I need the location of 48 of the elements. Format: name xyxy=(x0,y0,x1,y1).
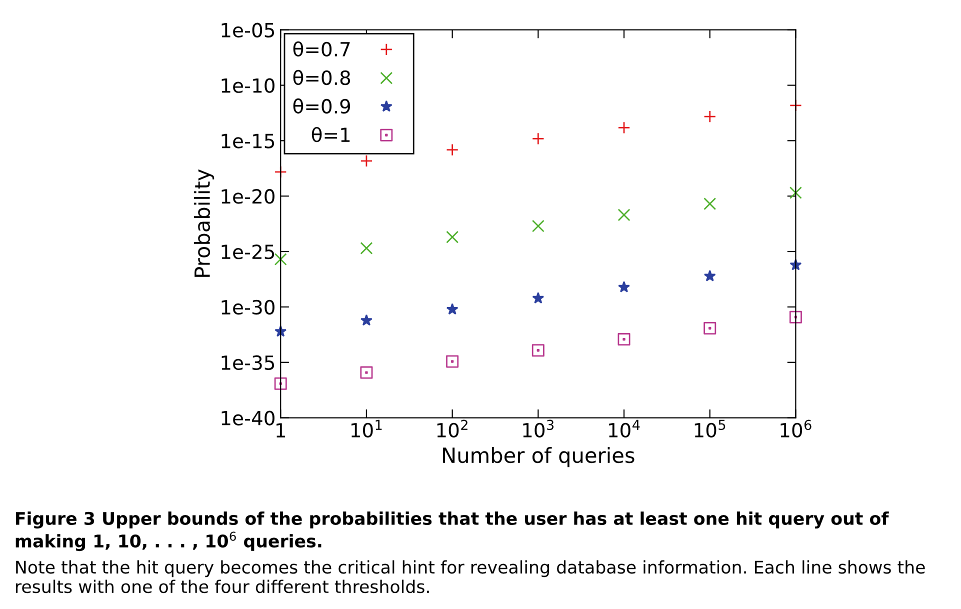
y-tick-label: 1e-25 xyxy=(222,244,274,260)
point xyxy=(704,270,716,282)
x-tick-label: 1 xyxy=(276,423,285,438)
y-tick-label: 1e-15 xyxy=(222,134,274,148)
legend-label: θ=0.8 xyxy=(293,70,350,86)
y-tick-label: 1e-20 xyxy=(222,189,274,204)
point xyxy=(274,253,287,266)
legend-label: θ=1 xyxy=(312,126,350,142)
point xyxy=(274,377,287,390)
x-tick-label: 10$^{1}$ xyxy=(351,420,382,438)
x-tick-label: 10$^{3}$ xyxy=(523,420,554,438)
point xyxy=(618,208,630,222)
point xyxy=(704,110,716,123)
point xyxy=(704,198,716,210)
y-tick-label: 1e-10 xyxy=(222,78,274,93)
caption: Figure 3 Upper bounds of the probabilities that the user has at least one hit query out of making 1, 10, . . . , 10$^{6}$ queries. xyxy=(16,512,889,552)
point xyxy=(446,230,459,244)
point xyxy=(274,166,287,178)
x-tick-label: 10$^{2}$ xyxy=(437,420,468,438)
x-tick-label: 10$^{6}$ xyxy=(780,420,812,438)
point xyxy=(789,186,802,200)
point xyxy=(446,144,459,156)
y-axis-title: Probability xyxy=(194,169,214,277)
point xyxy=(618,280,630,292)
point xyxy=(360,242,373,254)
legend-label: θ=0.9 xyxy=(293,98,350,114)
x-tick-label: 10$^{4}$ xyxy=(609,420,640,438)
point xyxy=(360,154,373,168)
y-tick-label: 1e-35 xyxy=(222,355,274,370)
point xyxy=(704,322,716,334)
point xyxy=(360,314,372,326)
point xyxy=(618,121,630,134)
point xyxy=(532,132,544,145)
y-tick-label: 1e-30 xyxy=(222,300,274,315)
text: Note that the hit query becomes the critical hint for revealing database information. Each line shows the results with one of the four different thresholds. xyxy=(16,560,925,594)
y-tick-label: 1e-05 xyxy=(222,22,274,38)
point xyxy=(360,366,373,379)
point xyxy=(532,292,544,304)
point xyxy=(789,310,802,324)
x-axis-title: Number of queries xyxy=(443,447,634,468)
point xyxy=(532,220,544,232)
point xyxy=(618,333,630,346)
y-tick-label: 1e-40 xyxy=(222,410,274,426)
legend-label: θ=0.7 xyxy=(293,41,350,57)
x-tick-label: 10$^{5}$ xyxy=(694,420,726,438)
point xyxy=(446,355,459,368)
point xyxy=(446,303,458,315)
point xyxy=(532,344,544,357)
